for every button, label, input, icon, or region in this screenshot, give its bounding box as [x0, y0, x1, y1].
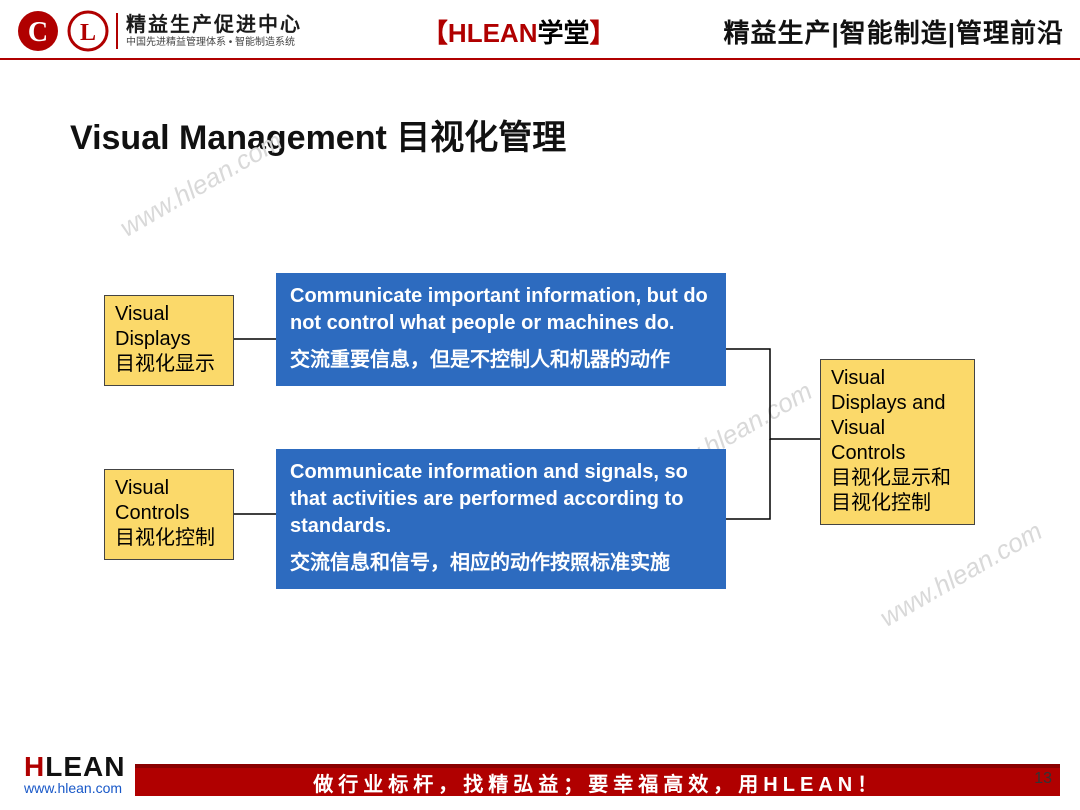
- y1-line3: 目视化显示: [115, 352, 223, 377]
- logo-block: C L 精益生产促进中心 中国先进精益管理体系 • 智能制造系统: [16, 9, 302, 53]
- footer-bar: 做行业标杆，找精弘益；要幸福高效，用HLEAN！: [135, 764, 1060, 796]
- yellow-box-combined: Visual Displays and Visual Controls 目视化显…: [820, 359, 975, 525]
- b1-zh: 交流重要信息，但是不控制人和机器的动作: [290, 347, 712, 374]
- y3-line2: Displays and: [831, 391, 964, 416]
- header-right: 精益生产|智能制造|管理前沿: [723, 13, 1064, 50]
- y3-line6: 目视化控制: [831, 491, 964, 516]
- page-number: 13: [1034, 770, 1052, 788]
- xuetang-text: 学堂: [537, 18, 589, 48]
- svg-text:L: L: [80, 20, 96, 46]
- yellow-box-displays: Visual Displays 目视化显示: [104, 295, 234, 386]
- logo-sub: 中国先进精益管理体系 • 智能制造系统: [126, 37, 302, 49]
- logo-text: 精益生产促进中心 中国先进精益管理体系 • 智能制造系统: [116, 13, 302, 49]
- y1-line2: Displays: [115, 327, 223, 352]
- y2-line2: Controls: [115, 501, 223, 526]
- y3-line1: Visual: [831, 366, 964, 391]
- y2-line1: Visual: [115, 476, 223, 501]
- y3-line5: 目视化显示和: [831, 466, 964, 491]
- b2-en: Communicate information and signals, so …: [290, 459, 712, 540]
- page-title: Visual Management 目视化管理: [70, 110, 1080, 159]
- blue-box-displays: Communicate important information, but d…: [276, 273, 726, 386]
- bracket-right: 】: [590, 18, 616, 48]
- yellow-box-controls: Visual Controls 目视化控制: [104, 469, 234, 560]
- footer-url: www.hlean.com: [24, 781, 125, 796]
- footer-brand: HLEAN: [24, 752, 125, 781]
- brand-h: H: [24, 751, 45, 782]
- b1-en: Communicate important information, but d…: [290, 283, 712, 337]
- y3-line4: Controls: [831, 441, 964, 466]
- logo-l-icon: L: [66, 9, 110, 53]
- logo-main: 精益生产促进中心: [126, 13, 302, 37]
- y1-line1: Visual: [115, 302, 223, 327]
- header: C L 精益生产促进中心 中国先进精益管理体系 • 智能制造系统 【HLEAN学…: [0, 0, 1080, 60]
- y2-line3: 目视化控制: [115, 526, 223, 551]
- footer: HLEAN www.hlean.com 做行业标杆，找精弘益；要幸福高效，用HL…: [0, 752, 1080, 796]
- header-mid: 【HLEAN学堂】: [314, 13, 723, 50]
- y3-line3: Visual: [831, 416, 964, 441]
- hlean-text: HLEAN: [448, 18, 538, 48]
- bracket-left: 【: [422, 18, 448, 48]
- watermark: www.hlean.com: [874, 516, 1047, 634]
- blue-box-controls: Communicate information and signals, so …: [276, 449, 726, 589]
- brand-rest: LEAN: [45, 751, 125, 782]
- svg-text:C: C: [28, 17, 48, 48]
- logo-c-icon: C: [16, 9, 60, 53]
- b2-zh: 交流信息和信号，相应的动作按照标准实施: [290, 550, 712, 577]
- footer-logo: HLEAN www.hlean.com: [24, 752, 125, 796]
